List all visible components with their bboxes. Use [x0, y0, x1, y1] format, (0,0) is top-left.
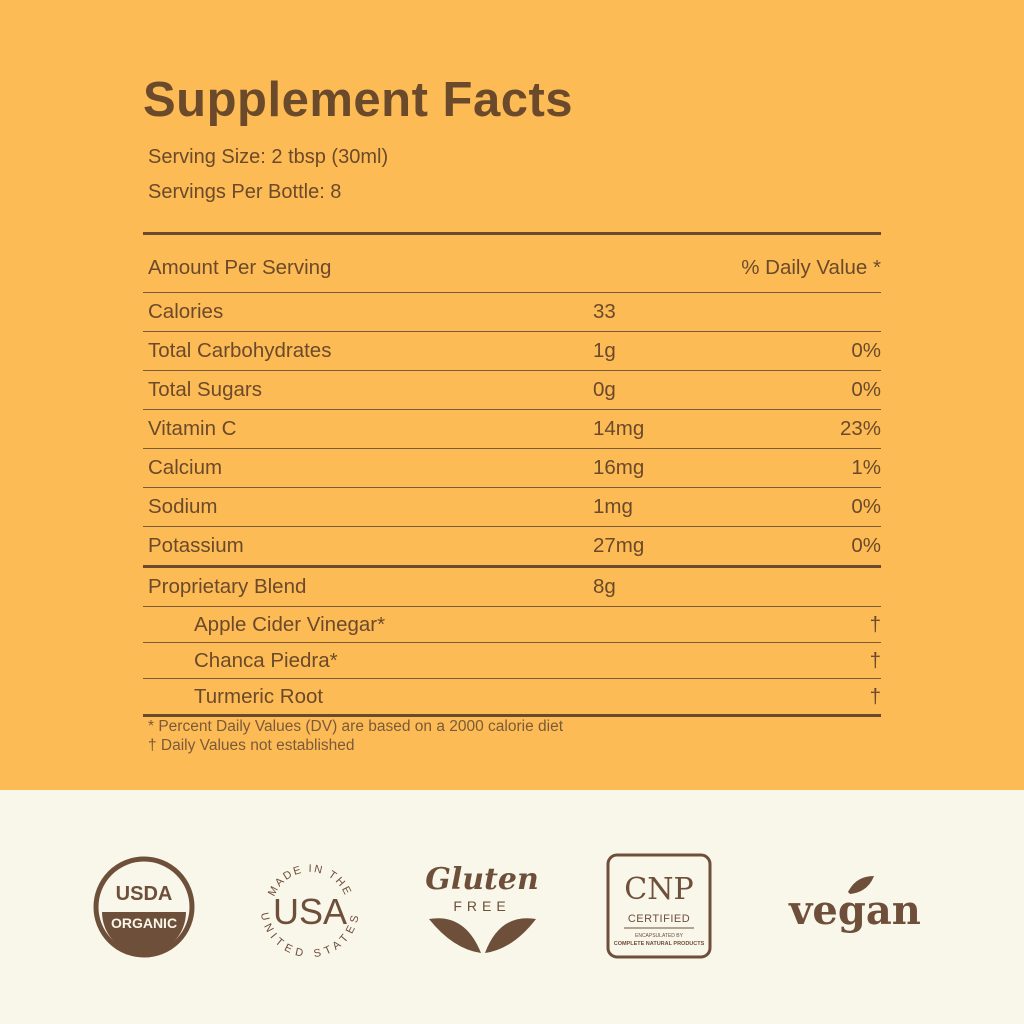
- ingredient-dv: †: [869, 684, 881, 708]
- leaf-right-icon: [485, 918, 536, 953]
- nutrient-name: Calcium: [148, 456, 223, 479]
- ingredient-name: Chanca Piedra*: [194, 648, 338, 672]
- table-header: Amount Per Serving % Daily Value *: [143, 235, 881, 293]
- dv-header: % Daily Value *: [741, 256, 881, 279]
- ingredient-name: Apple Cider Vinegar*: [194, 612, 386, 636]
- made-in-usa-badge: MADE IN THE UNITED STATES USA: [258, 863, 359, 958]
- table-row: Sodium 1mg 0%: [143, 488, 881, 527]
- table-row: Vitamin C 14mg 23%: [143, 410, 881, 449]
- nutrient-amount: 27mg: [593, 534, 645, 557]
- nutrient-amount: 16mg: [593, 456, 645, 479]
- nutrient-dv: 0%: [851, 534, 881, 557]
- leaf-left-icon: [429, 918, 481, 953]
- nutrient-amount: 0g: [593, 378, 616, 401]
- free-text: FREE: [453, 898, 510, 914]
- nutrient-dv: 23%: [839, 417, 881, 440]
- nutrient-amount: 33: [593, 300, 616, 323]
- blend-row: Proprietary Blend 8g: [143, 568, 881, 607]
- vegan-badge: vegan: [788, 876, 921, 934]
- footnote-dagger: † Daily Values not established: [148, 737, 355, 754]
- nutrient-name: Total Carbohydrates: [148, 339, 332, 362]
- ingredient-dv: †: [869, 612, 881, 636]
- page-title: Supplement Facts: [143, 73, 574, 127]
- ingredient-dv: †: [869, 648, 881, 672]
- blend-ingredient-row: Turmeric Root †: [143, 679, 881, 717]
- nutrient-amount: 1g: [593, 339, 616, 362]
- blend-amount: 8g: [593, 575, 616, 598]
- table-row: Calories 33: [143, 293, 881, 332]
- nutrient-name: Vitamin C: [148, 417, 237, 440]
- table-row: Total Sugars 0g 0%: [143, 371, 881, 410]
- nutrient-name: Calories: [148, 300, 224, 323]
- nutrient-name: Total Sugars: [148, 378, 262, 401]
- usda-organic-badge: USDA ORGANIC: [93, 856, 195, 958]
- blend-name: Proprietary Blend: [148, 575, 307, 598]
- footnote-dv: * Percent Daily Values (DV) are based on…: [148, 718, 563, 735]
- nutrient-dv: 1%: [851, 456, 881, 479]
- nutrient-amount: 14mg: [593, 417, 645, 440]
- facts-panel-bg: [0, 0, 1024, 790]
- organic-text: ORGANIC: [111, 915, 177, 931]
- cnp-certified-badge: CNP CERTIFIED ENCAPSULATED BY COMPLETE N…: [606, 853, 712, 959]
- nutrient-dv: 0%: [851, 495, 881, 518]
- nutrient-amount: 1mg: [593, 495, 633, 518]
- nutrient-dv: 0%: [851, 339, 881, 362]
- encapsulated-text: ENCAPSULATED BY: [635, 933, 684, 939]
- amount-header: Amount Per Serving: [148, 256, 332, 279]
- gluten-text: Gluten: [425, 862, 539, 897]
- servings-per-bottle: Servings Per Bottle: 8: [148, 181, 342, 203]
- table-row: Calcium 16mg 1%: [143, 449, 881, 488]
- gluten-free-badge: Gluten FREE: [425, 862, 539, 953]
- vegan-text: vegan: [788, 887, 921, 934]
- vegan-leaf-icon: [848, 876, 874, 894]
- usda-text: USDA: [116, 883, 173, 905]
- usa-text: USA: [273, 891, 347, 932]
- table-row: Total Carbohydrates 1g 0%: [143, 332, 881, 371]
- nutrient-name: Potassium: [148, 534, 244, 557]
- nutrient-name: Sodium: [148, 495, 218, 518]
- nutrient-dv: 0%: [851, 378, 881, 401]
- blend-ingredient-row: Apple Cider Vinegar* †: [143, 607, 881, 643]
- serving-size: Serving Size: 2 tbsp (30ml): [148, 146, 389, 168]
- table-row: Potassium 27mg 0%: [143, 527, 881, 568]
- cnp-company-text: COMPLETE NATURAL PRODUCTS: [614, 941, 705, 947]
- blend-ingredient-row: Chanca Piedra* †: [143, 643, 881, 679]
- cnp-logo-text: CNP: [624, 872, 693, 907]
- facts-table: Amount Per Serving % Daily Value * Calor…: [143, 232, 881, 717]
- certified-text: CERTIFIED: [628, 913, 690, 925]
- ingredient-name: Turmeric Root: [194, 684, 324, 708]
